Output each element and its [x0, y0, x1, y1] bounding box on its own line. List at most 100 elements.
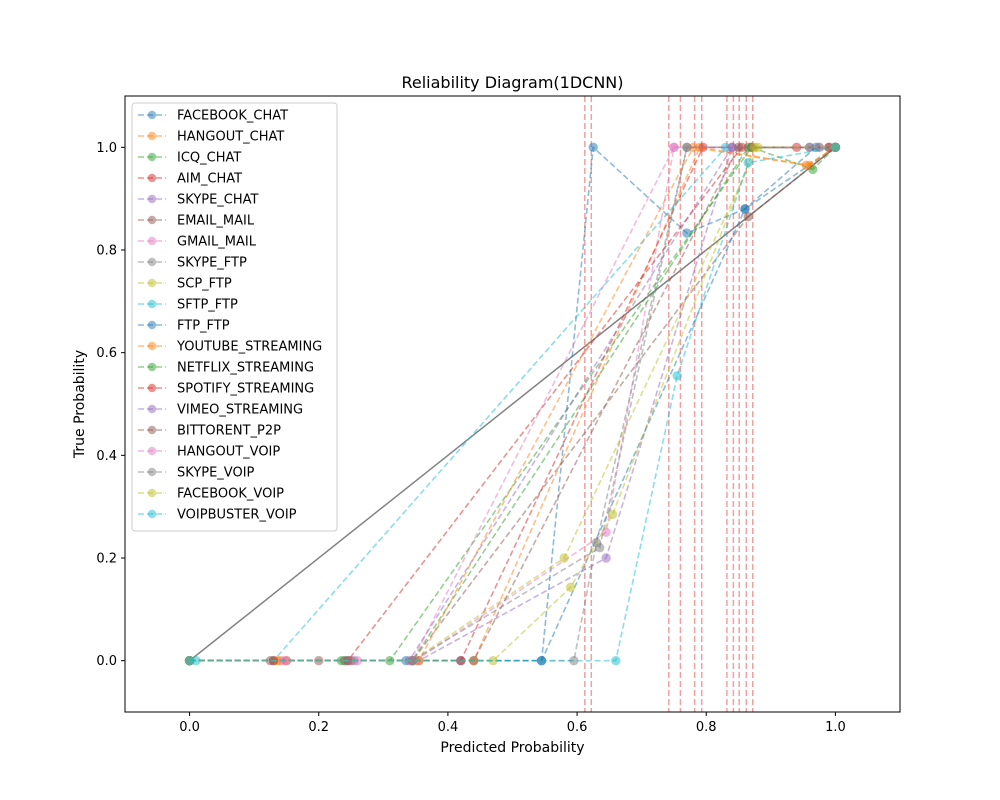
series-line	[189, 146, 836, 662]
legend-swatch-marker	[147, 215, 157, 225]
data-point	[565, 582, 576, 592]
legend-label: SPOTIFY_STREAMING	[177, 382, 314, 397]
legend-label: SKYPE_VOIP	[177, 466, 255, 481]
legend-swatch-marker	[147, 131, 157, 141]
plot-content	[184, 96, 841, 712]
legend-item: SKYPE_CHAT	[138, 193, 259, 208]
data-point	[594, 543, 605, 553]
legend-box	[131, 102, 338, 532]
legend-label: SKYPE_CHAT	[177, 193, 259, 208]
legend-label: HANGOUT_CHAT	[177, 130, 284, 145]
x-tick-label: 1.0	[825, 720, 846, 735]
series-voipbuster-voip	[184, 142, 841, 666]
axes: 0.0 0.2 0.4 0.6 0.8 1.0 0.0 0.2 0.4 0.6 0.8 1.0	[96, 141, 845, 735]
data-point	[607, 509, 618, 520]
legend-item: SKYPE_FTP	[138, 256, 247, 271]
legend-label: SKYPE_FTP	[177, 256, 247, 271]
legend-swatch-marker	[147, 257, 157, 267]
legend-swatch-marker	[147, 299, 157, 309]
legend-swatch-marker	[147, 509, 157, 519]
legend-item: YOUTUBE_STREAMING	[138, 340, 322, 355]
legend: FACEBOOK_CHAT HANGOUT_CHAT ICQ_CHAT AIM_CHA…	[131, 102, 338, 532]
x-tick-label: 0.2	[308, 720, 329, 735]
legend-swatch-marker	[147, 488, 157, 498]
legend-item: SKYPE_VOIP	[138, 466, 255, 481]
y-tick-label: 0.6	[96, 346, 117, 361]
data-point	[601, 553, 611, 563]
legend-item: BITTORENT_P2P	[138, 424, 281, 439]
legend-label: SCP_FTP	[177, 277, 232, 292]
x-tick-label: 0.6	[567, 720, 588, 735]
data-point	[559, 553, 569, 563]
perfect-calibration-line	[189, 146, 836, 662]
legend-item: GMAIL_MAIL	[138, 235, 257, 250]
y-tick-label: 0.0	[96, 654, 117, 669]
legend-label: SFTP_FTP	[177, 298, 238, 313]
y-tick-label: 0.8	[96, 244, 117, 259]
legend-swatch-marker	[147, 362, 157, 372]
data-point	[743, 211, 753, 222]
legend-swatch-marker	[147, 320, 157, 330]
legend-item: FACEBOOK_VOIP	[138, 487, 284, 502]
data-point	[740, 204, 750, 214]
x-tick-label: 0.0	[179, 720, 200, 735]
legend-label: ICQ_CHAT	[177, 151, 241, 166]
legend-label: HANGOUT_VOIP	[177, 445, 280, 460]
legend-label: BITTORENT_P2P	[177, 424, 281, 439]
legend-item: VIMEO_STREAMING	[138, 403, 303, 418]
legend-swatch-marker	[147, 152, 157, 162]
legend-label: NETFLIX_STREAMING	[177, 361, 314, 376]
data-point	[801, 160, 812, 171]
x-tick-label: 0.8	[696, 720, 717, 735]
legend-swatch-marker	[147, 383, 157, 393]
data-point	[191, 655, 201, 666]
data-point	[669, 142, 679, 153]
y-tick-label: 1.0	[96, 141, 117, 156]
legend-swatch-marker	[147, 173, 157, 183]
x-tick-label: 0.4	[438, 720, 459, 735]
legend-swatch-marker	[147, 278, 157, 288]
x-axis-label: Predicted Probability	[440, 740, 584, 756]
data-point	[611, 655, 621, 666]
legend-swatch-marker	[147, 467, 157, 477]
legend-swatch-marker	[147, 236, 157, 246]
legend-label: FACEBOOK_CHAT	[177, 109, 288, 124]
legend-swatch-marker	[147, 425, 157, 435]
legend-item: EMAIL_MAIL	[138, 214, 255, 229]
legend-swatch-marker	[147, 404, 157, 414]
legend-swatch-marker	[147, 194, 157, 204]
legend-label: FTP_FTP	[177, 319, 230, 334]
y-tick-label: 0.4	[96, 449, 117, 464]
data-point	[672, 371, 682, 381]
legend-item: ICQ_CHAT	[138, 151, 241, 166]
data-point	[588, 142, 598, 153]
data-point	[749, 142, 760, 153]
legend-item: NETFLIX_STREAMING	[138, 361, 314, 376]
data-point	[743, 158, 753, 168]
legend-item: HANGOUT_CHAT	[138, 130, 284, 145]
legend-label: EMAIL_MAIL	[177, 214, 255, 229]
plot-frame	[124, 95, 901, 713]
legend-swatch-marker	[147, 341, 157, 351]
legend-item: SFTP_FTP	[138, 298, 238, 313]
legend-label: VIMEO_STREAMING	[177, 403, 303, 418]
legend-item: SCP_FTP	[138, 277, 232, 292]
legend-swatch-marker	[147, 446, 157, 456]
legend-label: GMAIL_MAIL	[177, 235, 257, 250]
legend-item: HANGOUT_VOIP	[138, 445, 280, 460]
chart-title: Reliability Diagram(1DCNN)	[401, 73, 623, 92]
legend-item: FTP_FTP	[138, 319, 230, 334]
legend-item: FACEBOOK_CHAT	[138, 109, 288, 124]
legend-item: SPOTIFY_STREAMING	[138, 382, 314, 397]
legend-label: VOIPBUSTER_VOIP	[177, 508, 297, 523]
data-point	[830, 142, 841, 153]
legend-swatch-marker	[147, 110, 157, 120]
y-axis-label: True Probability	[72, 350, 88, 459]
legend-label: YOUTUBE_STREAMING	[176, 340, 322, 355]
legend-label: AIM_CHAT	[177, 172, 242, 187]
y-tick-label: 0.2	[96, 552, 117, 567]
legend-item: AIM_CHAT	[138, 172, 242, 187]
plot-area	[184, 96, 841, 712]
legend-label: FACEBOOK_VOIP	[177, 487, 284, 502]
